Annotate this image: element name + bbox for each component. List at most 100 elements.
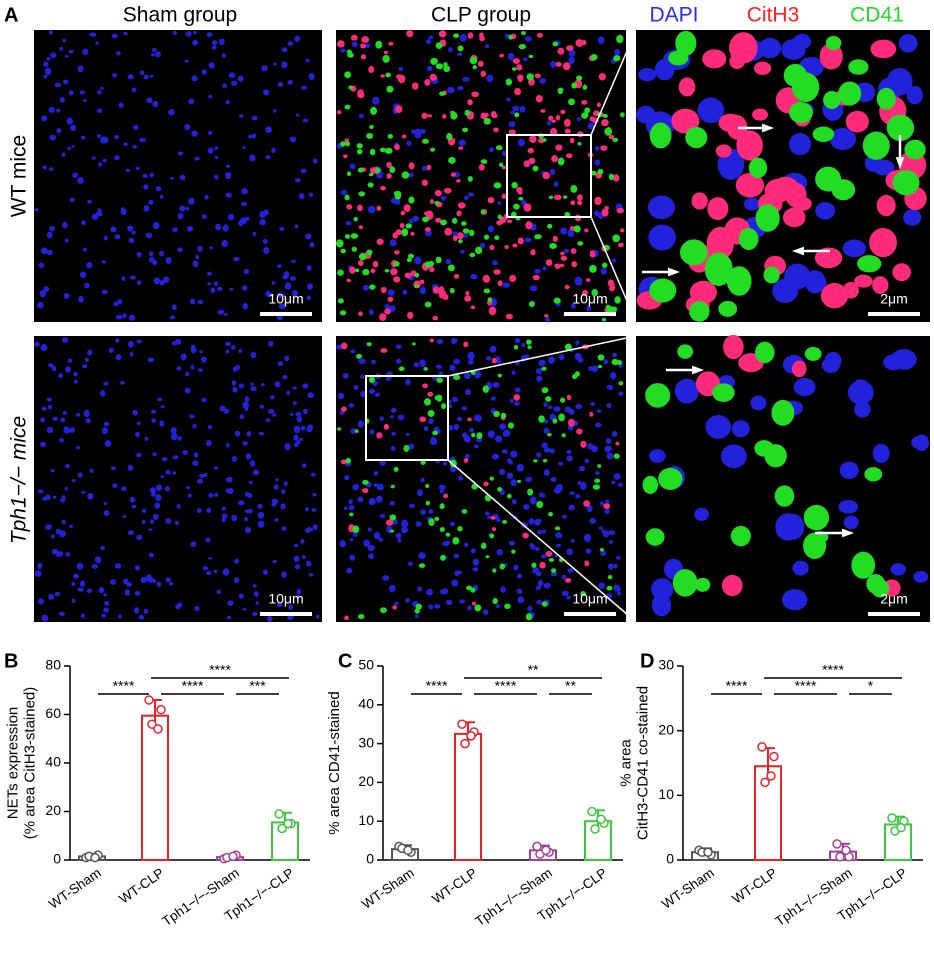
cell — [558, 461, 564, 466]
cell — [81, 490, 86, 494]
cell — [577, 142, 582, 146]
cell — [221, 239, 229, 248]
cell — [92, 213, 98, 218]
cell — [484, 511, 490, 516]
cell — [445, 599, 453, 606]
cell — [426, 588, 433, 596]
cell — [155, 186, 162, 192]
cell — [545, 550, 553, 557]
cell — [103, 501, 108, 506]
y-tick-label: 20 — [658, 721, 674, 737]
cell — [67, 358, 72, 364]
cell — [77, 177, 84, 184]
cell — [43, 61, 49, 68]
cell — [857, 255, 882, 273]
cell — [281, 47, 288, 53]
cell — [475, 246, 483, 255]
cell — [143, 205, 150, 212]
cell — [259, 404, 264, 409]
cell — [225, 349, 230, 354]
data-point — [541, 845, 551, 856]
cell — [536, 375, 543, 382]
cell — [434, 516, 440, 521]
cell — [642, 475, 659, 494]
cell — [489, 147, 494, 153]
cell — [52, 495, 57, 499]
cell — [898, 33, 918, 53]
cell — [352, 484, 359, 491]
cell — [545, 317, 550, 323]
cell — [257, 520, 265, 528]
cell — [552, 418, 558, 424]
cell — [568, 504, 575, 511]
cell — [532, 274, 540, 281]
cell — [152, 452, 157, 457]
cell — [401, 228, 409, 237]
cell — [603, 359, 609, 365]
cell — [581, 100, 588, 105]
cell — [507, 52, 515, 61]
cell — [116, 51, 121, 56]
cell — [346, 567, 353, 574]
data-point — [587, 806, 597, 817]
cell — [610, 371, 617, 380]
cell — [712, 383, 735, 402]
cell — [914, 434, 930, 452]
y-tick-label: 10 — [358, 812, 374, 828]
cell — [114, 563, 122, 569]
cell — [750, 395, 767, 411]
cell — [555, 61, 562, 67]
cell — [538, 359, 546, 367]
cell — [601, 119, 609, 127]
cell — [441, 587, 449, 595]
cell — [104, 600, 110, 606]
cell — [350, 233, 359, 239]
cell — [735, 172, 765, 198]
cell — [590, 53, 598, 61]
cell — [738, 227, 759, 251]
bar — [454, 732, 482, 862]
cell — [302, 383, 309, 389]
cell — [404, 272, 412, 279]
cell — [307, 424, 314, 431]
cell — [272, 413, 277, 417]
cell — [78, 295, 84, 303]
cell — [525, 476, 533, 483]
cell — [695, 577, 711, 592]
cell — [103, 235, 109, 241]
cell — [397, 414, 405, 421]
cell — [37, 564, 42, 570]
cell — [511, 498, 517, 505]
cell — [604, 508, 611, 515]
cell — [103, 421, 110, 427]
cell — [225, 192, 232, 198]
cell — [134, 591, 141, 596]
cell — [291, 259, 297, 263]
cell — [457, 570, 463, 575]
cell — [601, 317, 607, 322]
cell — [282, 274, 288, 280]
cell — [407, 443, 415, 450]
cell — [421, 112, 428, 119]
cell — [429, 338, 434, 343]
cell — [371, 359, 376, 365]
cell — [547, 223, 553, 229]
cell — [346, 204, 353, 210]
cell — [384, 268, 390, 273]
cell — [149, 487, 157, 493]
cell — [584, 107, 591, 114]
cell — [838, 499, 859, 514]
cell — [54, 591, 61, 597]
cell — [753, 61, 772, 75]
cell — [393, 466, 399, 472]
cell — [96, 133, 101, 139]
cell — [222, 83, 227, 89]
cell — [41, 406, 47, 411]
cell — [574, 352, 582, 361]
scale-bar — [564, 612, 616, 616]
cell — [553, 406, 561, 412]
cell — [348, 499, 353, 505]
cell — [511, 181, 518, 189]
cell — [589, 264, 597, 273]
cell — [49, 134, 56, 141]
